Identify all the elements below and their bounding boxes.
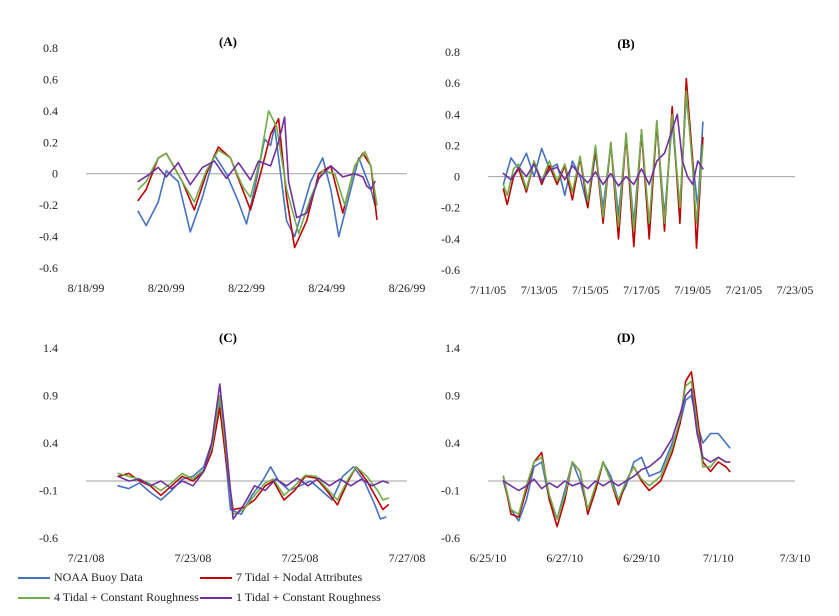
x-tick-label: 7/23/05 <box>777 283 814 297</box>
y-tick-label: 0.9 <box>445 389 460 403</box>
x-tick-label: 6/29/10 <box>623 551 660 565</box>
x-tick-label: 8/20/99 <box>148 281 185 295</box>
x-tick-label: 7/23/08 <box>175 551 212 565</box>
x-tick-label: 7/27/08 <box>389 551 426 565</box>
legend-item-4-tidal: 4 Tidal + Constant Roughness <box>18 590 199 605</box>
x-tick-label: 6/25/10 <box>470 551 507 565</box>
y-tick-label: 0.6 <box>43 72 58 86</box>
y-tick-label: 1.4 <box>445 341 460 355</box>
legend-swatch-1-tidal <box>200 596 232 599</box>
series-line-4-tidal-constant-roughness <box>117 394 390 516</box>
series-line-1-tidal-constant-roughness <box>137 116 376 219</box>
series-line-1-tidal-constant-roughness <box>502 388 731 492</box>
legend-swatch-7-tidal <box>200 576 232 579</box>
x-tick-label: 7/21/05 <box>725 283 762 297</box>
y-tick-label: 0 <box>52 167 58 181</box>
x-tick-label: 7/25/08 <box>282 551 319 565</box>
legend-swatch-4-tidal <box>18 596 50 599</box>
legend-label-noaa: NOAA Buoy Data <box>54 570 143 584</box>
legend-item-noaa: NOAA Buoy Data <box>18 570 143 585</box>
series-line-1-tidal-constant-roughness <box>117 383 390 520</box>
x-tick-label: 8/18/99 <box>68 281 105 295</box>
y-tick-label: 0.8 <box>43 41 58 55</box>
x-tick-label: 7/1/10 <box>703 551 734 565</box>
y-tick-label: 0.2 <box>445 138 460 152</box>
x-tick-label: 6/27/10 <box>546 551 583 565</box>
y-tick-label: 0.4 <box>445 107 460 121</box>
series-line-noaa-buoy-data <box>117 399 387 520</box>
y-tick-label: 0.4 <box>43 436 58 450</box>
chart-panel-d: (D) 1.4 0.9 0.4 -0.1 -0.6 6/25/10 6/27/10 6/29/1… <box>441 330 810 565</box>
legend-item-1-tidal: 1 Tidal + Constant Roughness <box>200 590 381 605</box>
series-line-noaa-buoy-data <box>137 125 376 238</box>
y-tick-label: -0.6 <box>441 531 460 545</box>
x-tick-label: 8/26/99 <box>389 281 426 295</box>
y-tick-label: 0.2 <box>43 135 58 149</box>
chart-title-b: (B) <box>617 36 634 51</box>
x-tick-label: 7/3/10 <box>780 551 811 565</box>
y-tick-label: 1.4 <box>43 341 58 355</box>
x-tick-label: 7/21/08 <box>68 551 105 565</box>
x-tick-label: 7/13/05 <box>521 283 558 297</box>
series-line-4-tidal-constant-roughness <box>137 110 378 235</box>
chart-title-a: (A) <box>219 34 237 49</box>
y-tick-label: -0.6 <box>39 261 58 275</box>
x-tick-label: 7/11/05 <box>470 283 506 297</box>
y-tick-label: -0.4 <box>39 230 58 244</box>
y-tick-label: 0.4 <box>445 436 460 450</box>
x-tick-label: 7/15/05 <box>572 283 609 297</box>
legend-label-1-tidal: 1 Tidal + Constant Roughness <box>236 590 381 604</box>
y-tick-label: 0.8 <box>445 45 460 59</box>
legend: NOAA Buoy Data 7 Tidal + Nodal Attribute… <box>0 568 470 614</box>
y-tick-label: -0.2 <box>39 198 58 212</box>
y-tick-label: 0.4 <box>43 104 58 118</box>
x-tick-label: 7/17/05 <box>623 283 660 297</box>
x-tick-label: 8/24/99 <box>308 281 345 295</box>
y-tick-label: 0.9 <box>43 389 58 403</box>
y-tick-label: -0.1 <box>39 484 58 498</box>
chart-panel-b: (B) 0.8 0.6 0.4 0.2 0 -0.2 -0.4 -0.6 7/11/05 7/13/… <box>441 36 813 297</box>
y-tick-label: 0.6 <box>445 76 460 90</box>
series-line-4-tidal-constant-roughness <box>502 380 731 520</box>
chart-panel-c: (C) 1.4 0.9 0.4 -0.1 -0.6 7/21/08 7/23/08 7/25/0… <box>39 330 425 565</box>
chart-title-c: (C) <box>219 330 237 345</box>
x-tick-label: 8/22/99 <box>228 281 265 295</box>
legend-swatch-noaa <box>18 576 50 579</box>
y-tick-label: -0.1 <box>441 484 460 498</box>
y-tick-label: -0.6 <box>441 263 460 277</box>
chart-panel-a: (A) 0.8 0.6 0.4 0.2 0 -0.2 -0.4 -0.6 8/18/99 8/20/… <box>39 34 425 295</box>
y-tick-label: 0 <box>454 170 460 184</box>
chart-title-d: (D) <box>617 330 635 345</box>
y-tick-label: -0.2 <box>441 201 460 215</box>
legend-label-7-tidal: 7 Tidal + Nodal Attributes <box>236 570 363 584</box>
series-line-4-tidal-constant-roughness <box>502 90 704 232</box>
x-tick-label: 7/19/05 <box>674 283 711 297</box>
series-line-7-tidal-nodal-attributes <box>502 371 731 528</box>
y-tick-label: -0.4 <box>441 232 460 246</box>
series-line-1-tidal-constant-roughness <box>502 113 704 187</box>
y-tick-label: -0.6 <box>39 531 58 545</box>
legend-item-7-tidal: 7 Tidal + Nodal Attributes <box>200 570 362 585</box>
legend-label-4-tidal: 4 Tidal + Constant Roughness <box>54 590 199 604</box>
